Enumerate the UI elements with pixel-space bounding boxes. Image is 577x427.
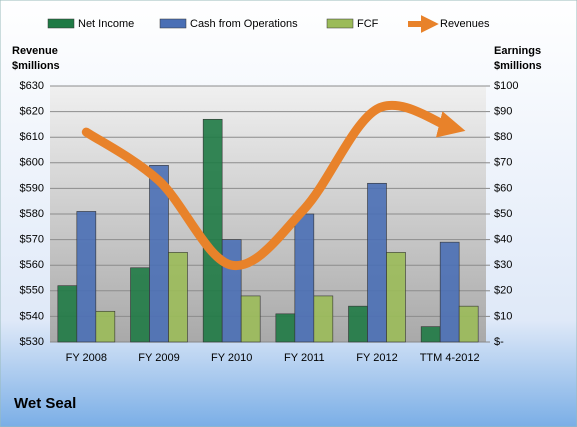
x-tick-label: FY 2011 — [284, 352, 325, 364]
bar — [95, 310, 116, 343]
bar — [367, 182, 387, 343]
y-tick-label: $570 — [20, 234, 44, 246]
y-tick-label: $550 — [20, 285, 44, 297]
y-tick-label: $600 — [20, 157, 44, 169]
y2-tick-label: $70 — [494, 157, 512, 169]
y-tick-label: $540 — [20, 310, 44, 322]
y-axis-title: $millions — [12, 60, 60, 72]
legend-label: Revenues — [440, 18, 490, 30]
y2-tick-label: $10 — [494, 310, 512, 322]
x-tick-label: FY 2008 — [66, 352, 107, 364]
chart-title: Wet Seal — [14, 395, 76, 412]
x-tick-label: FY 2010 — [211, 352, 252, 364]
bar — [313, 295, 334, 343]
bar — [439, 241, 460, 343]
bar — [130, 267, 150, 343]
x-tick-label: TTM 4-2012 — [420, 352, 480, 364]
y-tick-label: $530 — [20, 336, 44, 348]
legend-swatch — [159, 18, 187, 29]
legend-swatch — [47, 18, 75, 29]
bar — [221, 239, 242, 343]
y-tick-label: $630 — [20, 80, 44, 92]
y2-tick-label: $40 — [494, 234, 512, 246]
y-axis-title: Revenue — [12, 45, 58, 57]
y2-axis-title: $millions — [494, 60, 542, 72]
y2-tick-label: $20 — [494, 285, 512, 297]
y-tick-label: $610 — [20, 131, 44, 143]
revenue-line — [81, 100, 466, 271]
bar — [420, 326, 441, 343]
legend-label: Net Income — [78, 18, 134, 30]
bar — [168, 252, 188, 343]
y-tick-label: $590 — [20, 182, 44, 194]
bar — [240, 295, 261, 343]
y2-tick-label: $90 — [494, 106, 512, 118]
bar — [202, 118, 223, 343]
bar — [57, 285, 78, 343]
x-tick-label: FY 2012 — [356, 352, 397, 364]
bar — [348, 305, 368, 343]
y-tick-label: $580 — [20, 208, 44, 220]
y2-axis-title: Earnings — [494, 45, 541, 57]
bar — [294, 213, 315, 343]
legend-swatch — [326, 18, 354, 29]
y2-tick-label: $- — [494, 336, 504, 348]
y2-tick-label: $50 — [494, 208, 512, 220]
y2-tick-label: $80 — [494, 131, 512, 143]
bar — [275, 313, 296, 343]
legend-label: Cash from Operations — [190, 18, 298, 30]
y2-tick-label: $60 — [494, 182, 512, 194]
x-tick-label: FY 2009 — [138, 352, 179, 364]
y-tick-label: $560 — [20, 259, 44, 271]
legend-label: FCF — [357, 18, 379, 30]
y-tick-label: $620 — [20, 106, 44, 118]
bar — [386, 252, 406, 343]
bar — [458, 305, 479, 343]
y2-tick-label: $30 — [494, 259, 512, 271]
y2-tick-label: $100 — [494, 80, 518, 92]
bar — [76, 211, 97, 343]
